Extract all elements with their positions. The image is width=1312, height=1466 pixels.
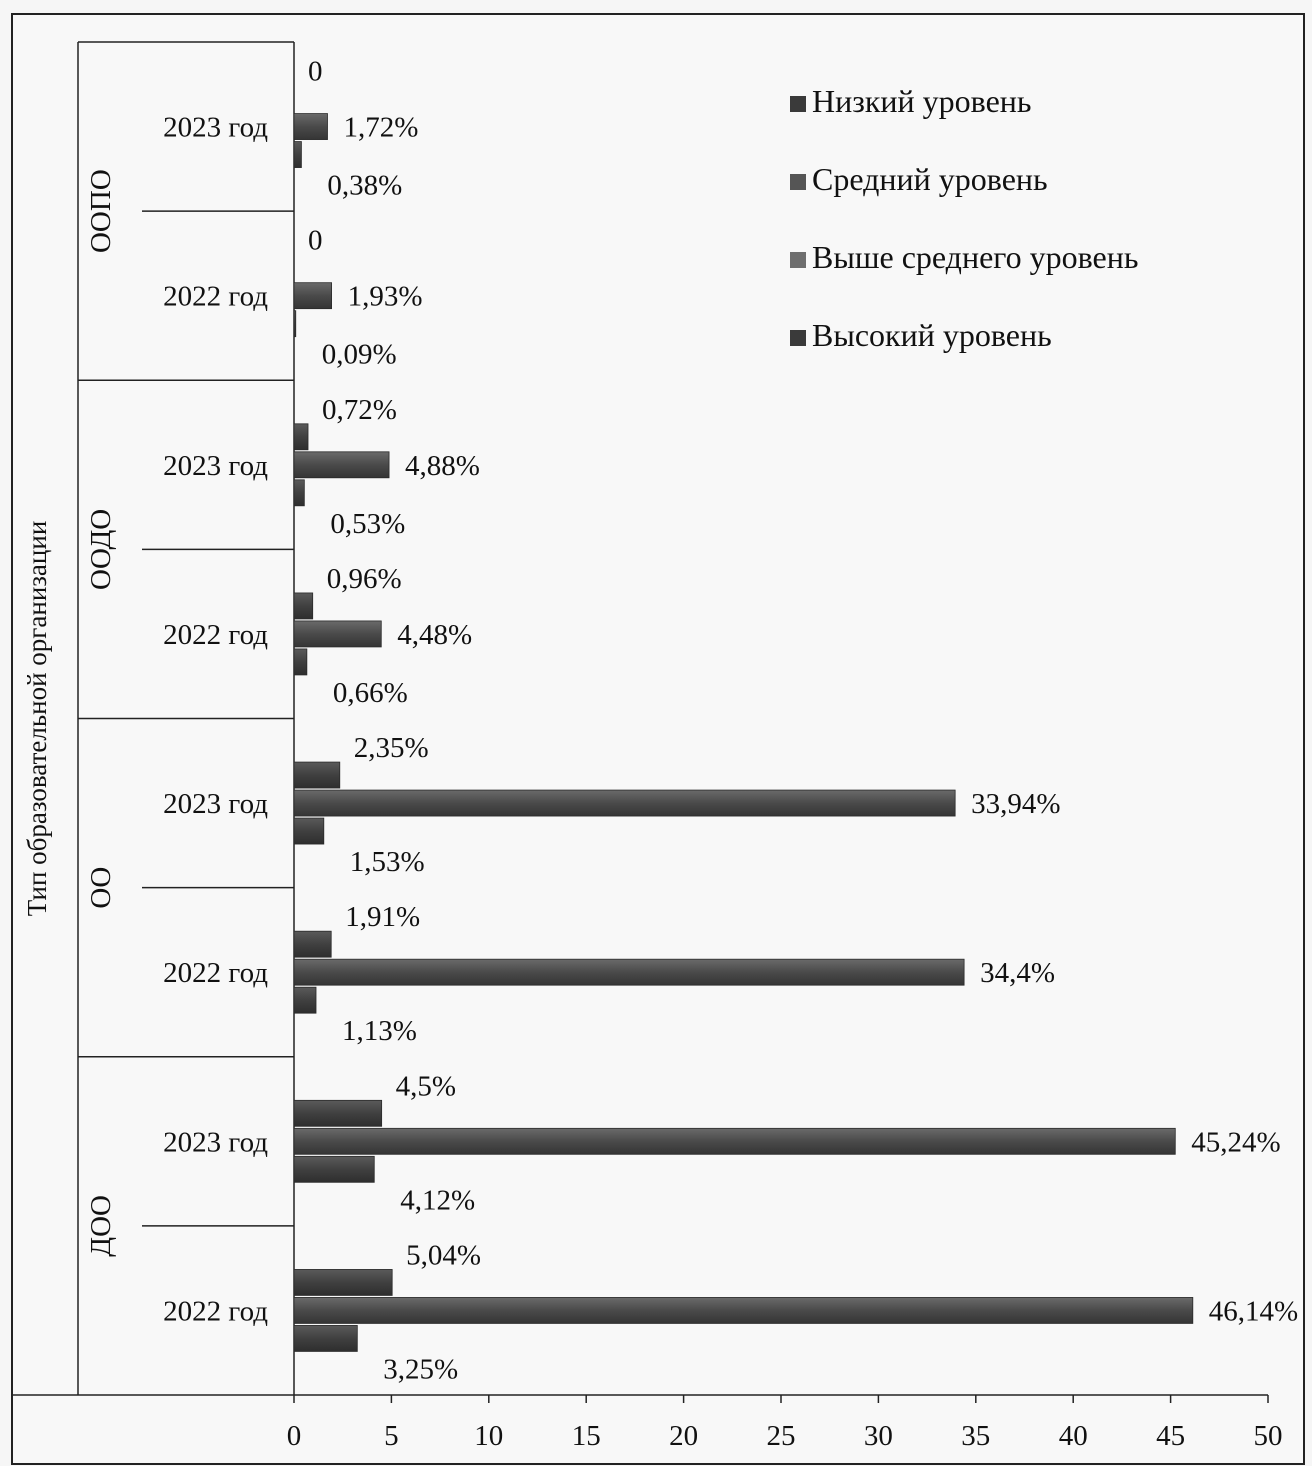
- bar: [293, 620, 382, 648]
- data-label: 4,5%: [396, 1070, 456, 1102]
- year-label: 2022 год: [163, 1295, 268, 1327]
- data-label: 34,4%: [980, 957, 1055, 989]
- data-label: 1,13%: [342, 1015, 417, 1047]
- legend-label: Выше среднего уровень: [812, 239, 1138, 275]
- data-label: 0: [308, 56, 323, 88]
- chart-frame: [11, 13, 1305, 1465]
- bar: [293, 958, 965, 986]
- x-tick-label: 40: [1059, 1420, 1088, 1452]
- x-tick-label: 10: [474, 1420, 503, 1452]
- bar: [293, 282, 332, 310]
- data-label: 1,72%: [344, 112, 419, 144]
- data-label: 0,38%: [327, 170, 402, 202]
- data-label: 33,94%: [971, 788, 1060, 820]
- x-tick-label: 15: [572, 1420, 601, 1452]
- bar: [293, 479, 305, 507]
- data-label: 2,35%: [354, 732, 429, 764]
- x-tick-label: 25: [767, 1420, 796, 1452]
- data-label: 1,53%: [350, 846, 425, 878]
- x-tick-label: 35: [961, 1420, 990, 1452]
- year-label: 2022 год: [163, 619, 268, 651]
- bar: [293, 930, 332, 958]
- legend-label: Низкий уровень: [812, 83, 1032, 119]
- bar: [293, 1099, 383, 1127]
- group-label: ДОО: [85, 1195, 117, 1257]
- bar: [293, 592, 314, 620]
- data-label: 46,14%: [1209, 1295, 1298, 1327]
- bar: [293, 1127, 1176, 1155]
- legend-label: Высокий уровень: [812, 317, 1052, 353]
- bar: [293, 761, 341, 789]
- bar: [293, 310, 297, 338]
- x-tick-label: 20: [669, 1420, 698, 1452]
- data-label: 0,66%: [333, 677, 408, 709]
- x-tick-label: 5: [384, 1420, 399, 1452]
- bar: [293, 1155, 375, 1183]
- data-label: 45,24%: [1191, 1126, 1280, 1158]
- data-label: 1,93%: [348, 281, 423, 313]
- data-label: 3,25%: [383, 1353, 458, 1385]
- legend-swatch: [790, 96, 806, 112]
- year-label: 2023 год: [163, 788, 268, 820]
- bar: [293, 423, 309, 451]
- bar: [293, 817, 325, 845]
- data-label: 0,09%: [322, 339, 397, 371]
- data-label: 0,72%: [322, 394, 397, 426]
- x-tick-label: 45: [1156, 1420, 1185, 1452]
- data-label: 0: [308, 225, 323, 257]
- year-label: 2022 год: [163, 957, 268, 989]
- group-label: ООПО: [85, 169, 117, 253]
- year-label: 2023 год: [163, 112, 268, 144]
- data-label: 4,12%: [400, 1184, 475, 1216]
- data-label: 1,91%: [345, 901, 420, 933]
- bar: [293, 1297, 1194, 1324]
- x-tick-label: 30: [864, 1420, 893, 1452]
- plot-area: 0 5 10 15 20 25 30 35 40 45 50 Тип образовательной …: [12, 41, 1298, 1452]
- group-label: ОО: [85, 867, 117, 909]
- legend-swatch: [790, 252, 806, 268]
- bar: [293, 451, 390, 479]
- year-label: 2023 год: [163, 450, 268, 482]
- legend-swatch: [790, 330, 806, 346]
- x-tick-label: 0: [287, 1420, 302, 1452]
- bar: [293, 789, 956, 817]
- bar: [293, 141, 302, 168]
- bar: [293, 986, 317, 1014]
- data-label: 4,88%: [405, 450, 480, 482]
- legend-swatch: [790, 174, 806, 190]
- x-tick-label: 50: [1254, 1420, 1283, 1452]
- data-label: 5,04%: [406, 1239, 481, 1271]
- bar: [293, 113, 328, 140]
- data-label: 0,53%: [330, 508, 405, 540]
- data-label: 0,96%: [327, 563, 402, 595]
- year-label: 2023 год: [163, 1126, 268, 1158]
- group-label: ООДО: [85, 509, 117, 590]
- legend-label: Средний уровень: [812, 161, 1048, 197]
- y-axis-title: Тип образовательной организации: [22, 521, 52, 917]
- year-label: 2022 год: [163, 281, 268, 313]
- bar: [293, 1269, 393, 1296]
- data-label: 4,48%: [397, 619, 472, 651]
- bar: [293, 648, 308, 676]
- bar: [293, 1325, 358, 1352]
